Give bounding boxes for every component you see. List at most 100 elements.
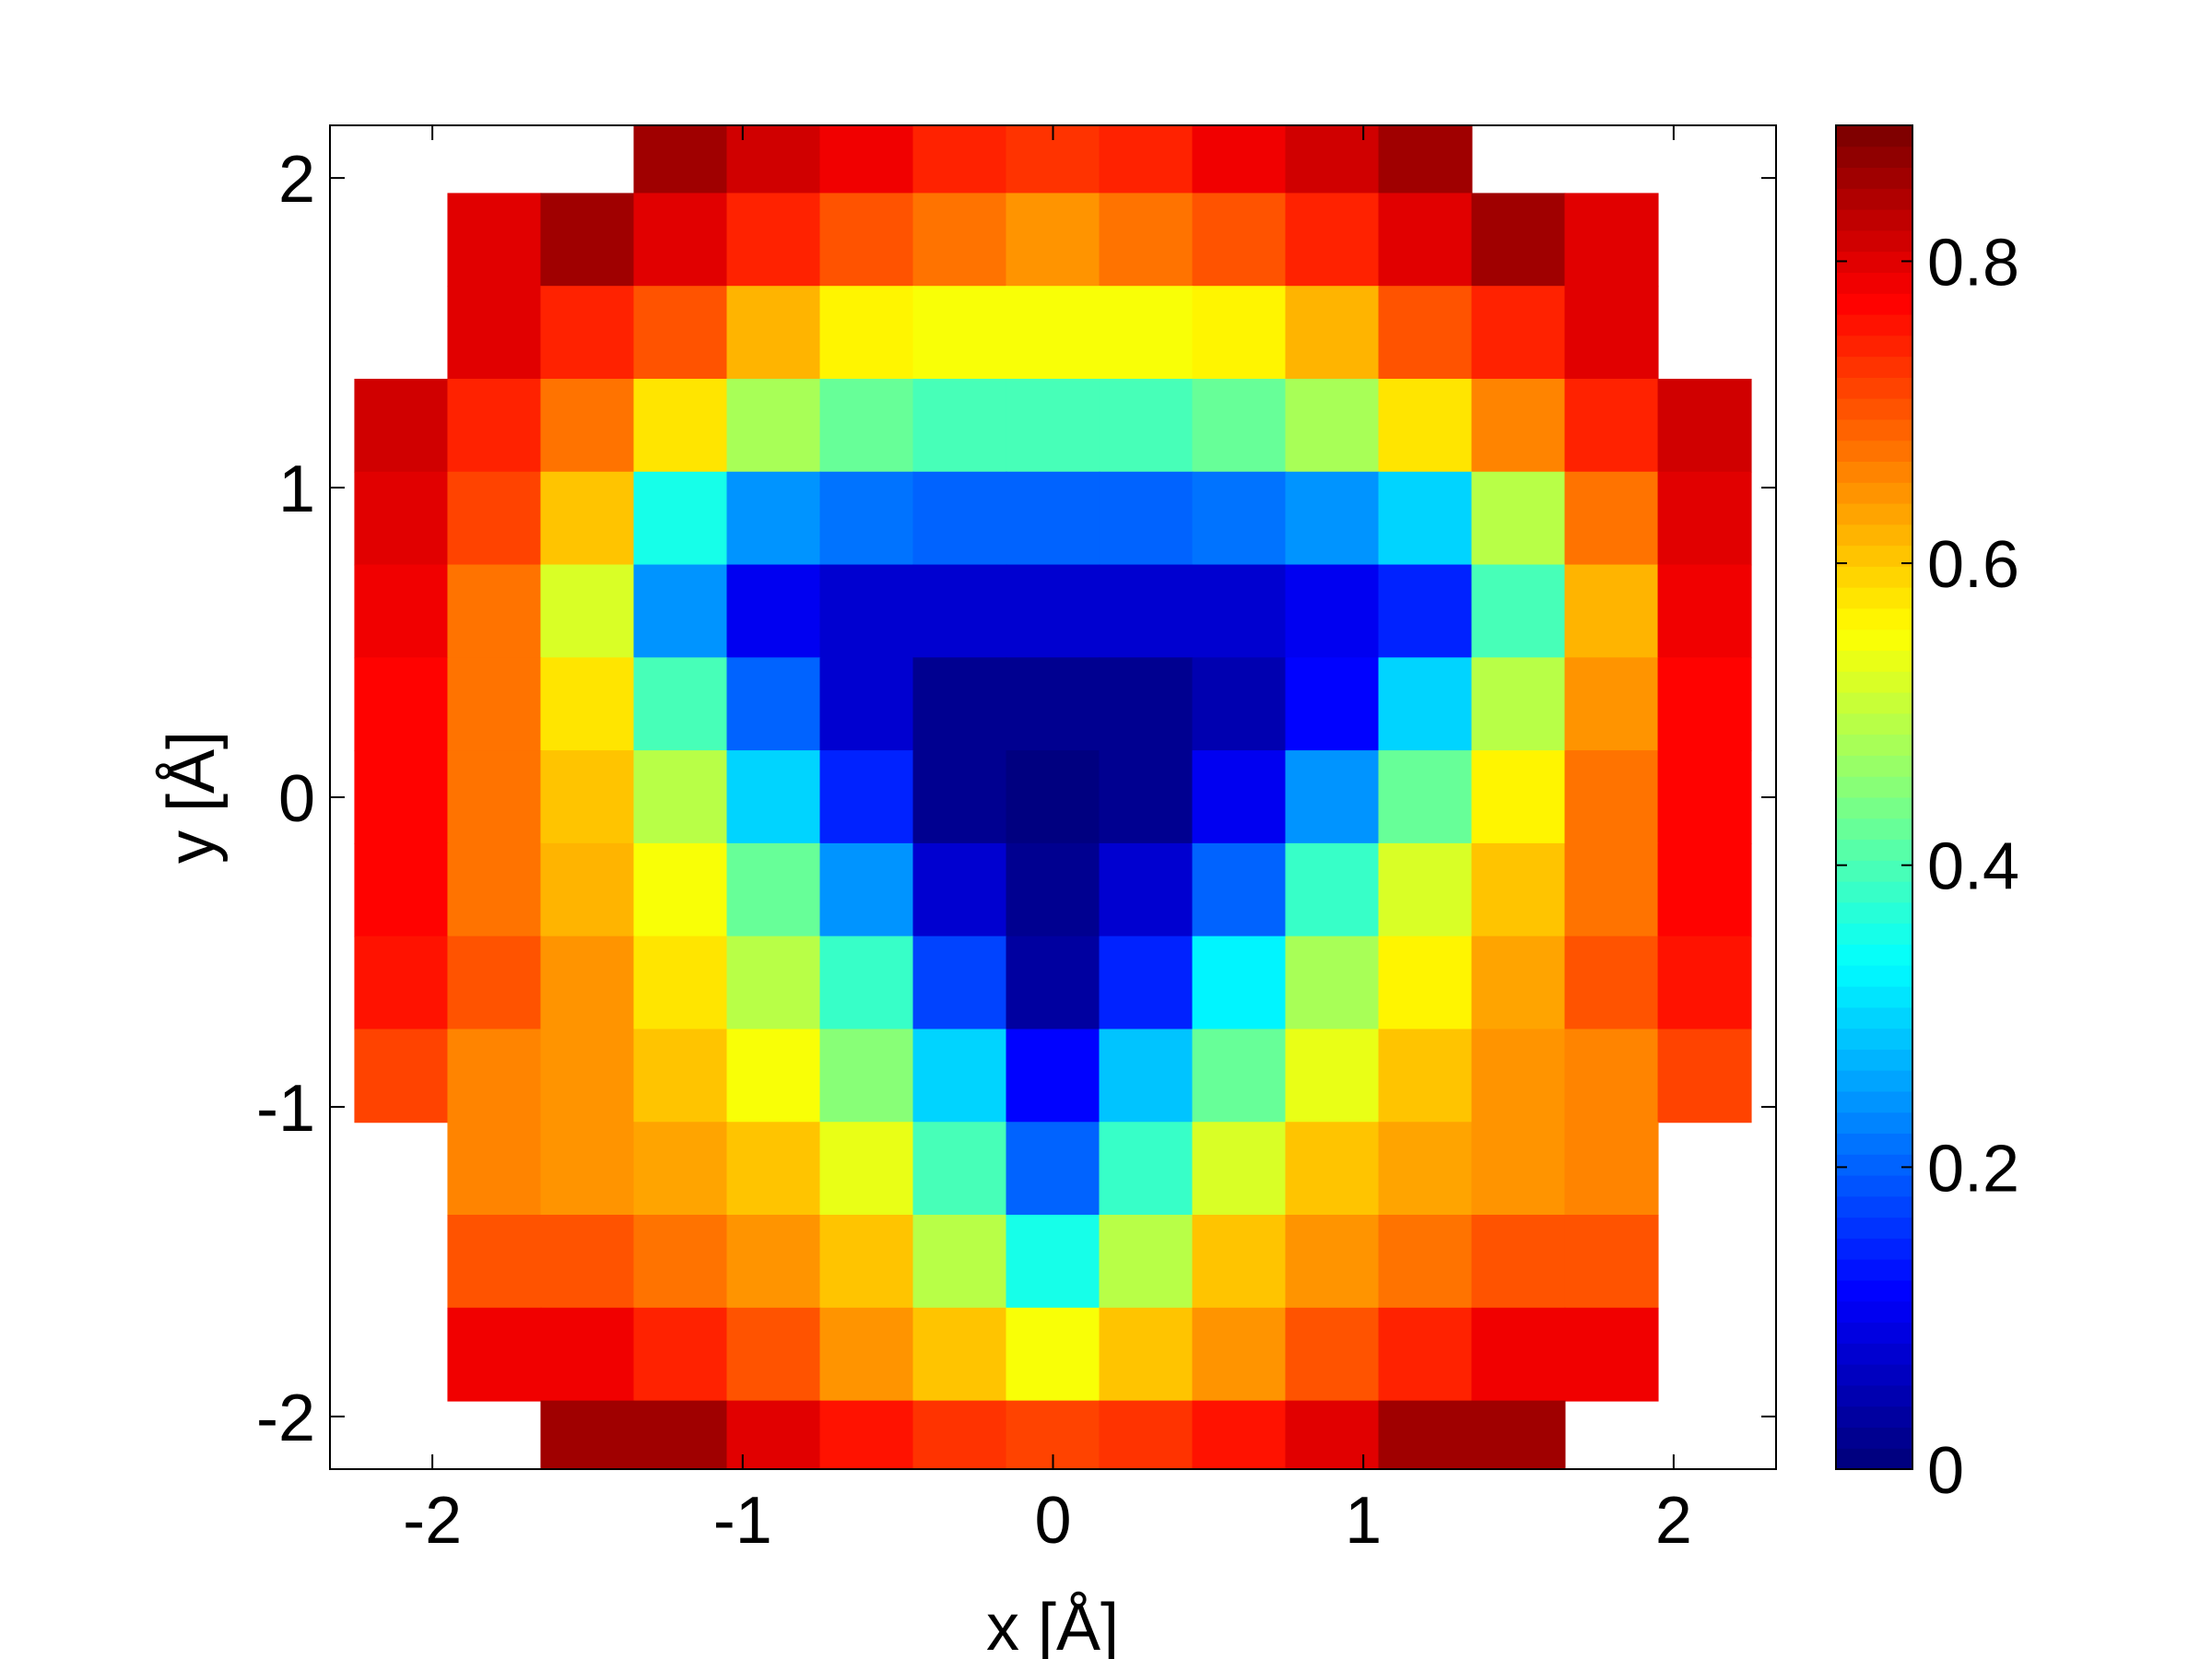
heatmap-cell	[447, 935, 542, 1030]
colorbar-segment	[1836, 502, 1912, 525]
heatmap-cell	[1099, 286, 1194, 380]
heatmap-cell	[354, 935, 449, 1030]
heatmap-cell	[912, 657, 1007, 752]
heatmap-cell	[1099, 750, 1194, 844]
heatmap-cell	[912, 125, 1007, 194]
heatmap-cell	[447, 1307, 542, 1402]
heatmap-cell	[633, 750, 728, 844]
heatmap-cell	[447, 564, 542, 659]
colorbar-segment	[1836, 251, 1912, 273]
colorbar-segment	[1836, 1112, 1912, 1134]
heatmap-cell	[1192, 1029, 1287, 1124]
x-tick-label: 2	[1655, 1484, 1692, 1558]
heatmap-cell	[1657, 471, 1752, 566]
colorbar-segment	[1836, 461, 1912, 483]
heatmap-cell	[1471, 1215, 1566, 1309]
heatmap-cell	[633, 193, 728, 288]
heatmap-cell	[447, 193, 542, 288]
heatmap-cell	[1564, 1122, 1659, 1217]
heatmap-cell	[1564, 286, 1659, 380]
heatmap-cell	[633, 1029, 728, 1124]
heatmap-cell	[819, 286, 914, 380]
heatmap-cell	[1564, 1215, 1659, 1309]
heatmap-cell	[1285, 935, 1380, 1030]
heatmap-cell	[447, 657, 542, 752]
heatmap-cell	[1285, 193, 1380, 288]
x-tick-label: 0	[1034, 1484, 1071, 1558]
colorbar-segment	[1836, 1406, 1912, 1428]
heatmap-cell	[354, 471, 449, 566]
heatmap-cell	[1192, 1400, 1287, 1469]
heatmap-cell	[819, 842, 914, 937]
colorbar-segment	[1836, 1258, 1912, 1281]
colorbar-tick-label: 0.6	[1927, 528, 2019, 602]
heatmap-cell	[447, 286, 542, 380]
heatmap-cell	[1657, 378, 1752, 473]
heatmap-cell	[633, 935, 728, 1030]
heatmap-cell	[726, 750, 821, 844]
heatmap-cell	[1471, 935, 1566, 1030]
heatmap-cell	[1471, 564, 1566, 659]
heatmap-cell	[726, 193, 821, 288]
heatmap-cell	[354, 842, 449, 937]
colorbar-segment	[1836, 1384, 1912, 1407]
heatmap-cell	[726, 378, 821, 473]
x-axis-label: x [Å]	[986, 1591, 1119, 1659]
heatmap-cell	[726, 286, 821, 380]
heatmap-cell	[1564, 935, 1659, 1030]
heatmap-cell	[1285, 1215, 1380, 1309]
heatmap-cell	[1099, 471, 1194, 566]
heatmap-cell	[819, 378, 914, 473]
heatmap-cell	[1006, 286, 1100, 380]
heatmap-cell	[726, 1029, 821, 1124]
heatmap-cell	[1006, 193, 1100, 288]
heatmap-cell	[1378, 193, 1473, 288]
heatmap-cell	[540, 657, 635, 752]
heatmap-cell	[633, 378, 728, 473]
heatmap-cell	[1099, 378, 1194, 473]
colorbar-segment	[1836, 481, 1912, 504]
heatmap-cell	[726, 657, 821, 752]
heatmap-cell	[1657, 1029, 1752, 1124]
colorbar-segment	[1836, 796, 1912, 819]
colorbar-segment	[1836, 1006, 1912, 1030]
heatmap-cell	[354, 750, 449, 844]
heatmap-cell	[354, 657, 449, 752]
heatmap-cell	[354, 1029, 449, 1124]
colorbar-segment	[1836, 229, 1912, 253]
colorbar-segment	[1836, 335, 1912, 358]
heatmap-cell	[1006, 842, 1100, 937]
heatmap-cell	[912, 1029, 1007, 1124]
heatmap-cell	[1099, 1307, 1194, 1402]
colorbar-segment	[1836, 1279, 1912, 1302]
colorbar-segment	[1836, 943, 1912, 966]
colorbar-segment	[1836, 1322, 1912, 1344]
heatmap-cell	[447, 1215, 542, 1309]
colorbar-segment	[1836, 397, 1912, 420]
colorbar-segment	[1836, 1090, 1912, 1113]
heatmap-cell	[1192, 935, 1287, 1030]
heatmap-cell	[1006, 471, 1100, 566]
colorbar-segment	[1836, 1028, 1912, 1050]
heatmap-cell	[1471, 193, 1566, 288]
heatmap-cell	[1192, 286, 1287, 380]
heatmap-cell	[1564, 193, 1659, 288]
heatmap-cell	[1006, 125, 1100, 194]
colorbar-segment	[1836, 208, 1912, 231]
heatmap-cell	[1378, 1400, 1473, 1469]
heatmap-cell	[1099, 1029, 1194, 1124]
heatmap-cell	[447, 378, 542, 473]
heatmap-cell	[1564, 842, 1659, 937]
heatmap-cell	[540, 378, 635, 473]
colorbar-segment	[1836, 1133, 1912, 1155]
colorbar-segment	[1836, 440, 1912, 462]
heatmap-cell	[1192, 657, 1287, 752]
heatmap-cell	[819, 657, 914, 752]
heatmap-cell	[1285, 1029, 1380, 1124]
heatmap-cell	[912, 935, 1007, 1030]
heatmap-cell	[1006, 935, 1100, 1030]
colorbar-segment	[1836, 524, 1912, 547]
heatmap-cell	[1378, 564, 1473, 659]
